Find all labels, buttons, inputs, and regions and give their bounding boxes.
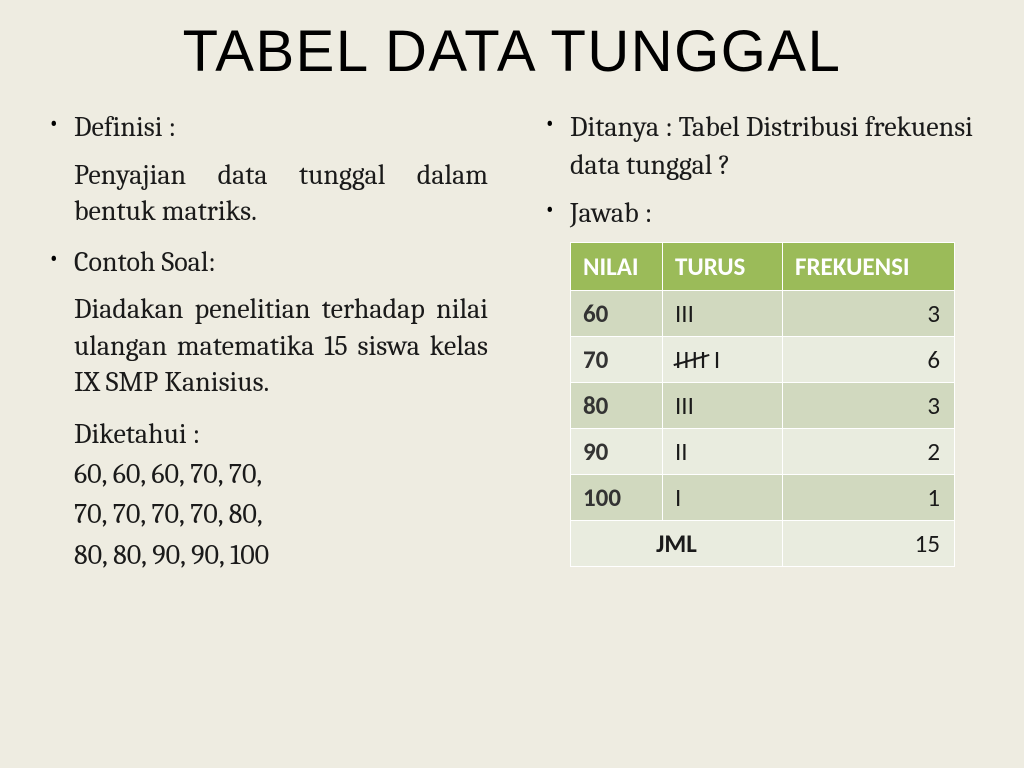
table-row: 100I1 [571,475,955,521]
table-row: 80III3 [571,383,955,429]
cell-turus: IIII I [663,337,783,383]
cell-turus: II [663,429,783,475]
cell-frekuensi: 3 [783,291,955,337]
cell-nilai: 80 [571,383,663,429]
right-column: Ditanya : Tabel Distribusi frekuensi dat… [536,109,984,576]
table-footer-row: JML15 [571,521,955,567]
frequency-table: NILAI TURUS FREKUENSI 60III370IIII I680I… [570,242,955,567]
data-line: 70, 70, 70, 70, 80, [40,494,488,535]
definisi-body: Penyajian data tunggal dalam bentuk matr… [40,157,488,230]
table-row: 60III3 [571,291,955,337]
footer-total: 15 [783,521,955,567]
content-columns: Definisi : Penyajian data tunggal dalam … [40,109,984,576]
ditanya-label: Ditanya : Tabel Distribusi frekuensi dat… [570,109,984,185]
contoh-body: Diadakan penelitian terhadap nilai ulang… [40,291,488,400]
data-values: 60, 60, 60, 70, 70,70, 70, 70, 70, 80,80… [40,454,488,576]
col-header-nilai: NILAI [571,243,663,291]
cell-frekuensi: 2 [783,429,955,475]
cell-frekuensi: 1 [783,475,955,521]
col-header-turus: TURUS [663,243,783,291]
footer-label: JML [571,521,783,567]
data-line: 60, 60, 60, 70, 70, [40,454,488,495]
cell-turus: III [663,291,783,337]
contoh-label: Contoh Soal: [74,244,488,282]
cell-nilai: 60 [571,291,663,337]
cell-turus: I [663,475,783,521]
cell-turus: III [663,383,783,429]
table-row: 90II2 [571,429,955,475]
cell-nilai: 100 [571,475,663,521]
slide-title: TABEL DATA TUNGGAL [40,18,984,85]
table-row: 70IIII I6 [571,337,955,383]
cell-nilai: 90 [571,429,663,475]
diketahui-label: Diketahui : [40,415,488,454]
col-header-frekuensi: FREKUENSI [783,243,955,291]
cell-frekuensi: 3 [783,383,955,429]
jawab-label: Jawab : [570,195,984,233]
left-column: Definisi : Penyajian data tunggal dalam … [40,109,488,576]
cell-frekuensi: 6 [783,337,955,383]
data-line: 80, 80, 90, 90, 100 [40,535,488,576]
cell-nilai: 70 [571,337,663,383]
definisi-label: Definisi : [74,109,488,147]
table-header-row: NILAI TURUS FREKUENSI [571,243,955,291]
